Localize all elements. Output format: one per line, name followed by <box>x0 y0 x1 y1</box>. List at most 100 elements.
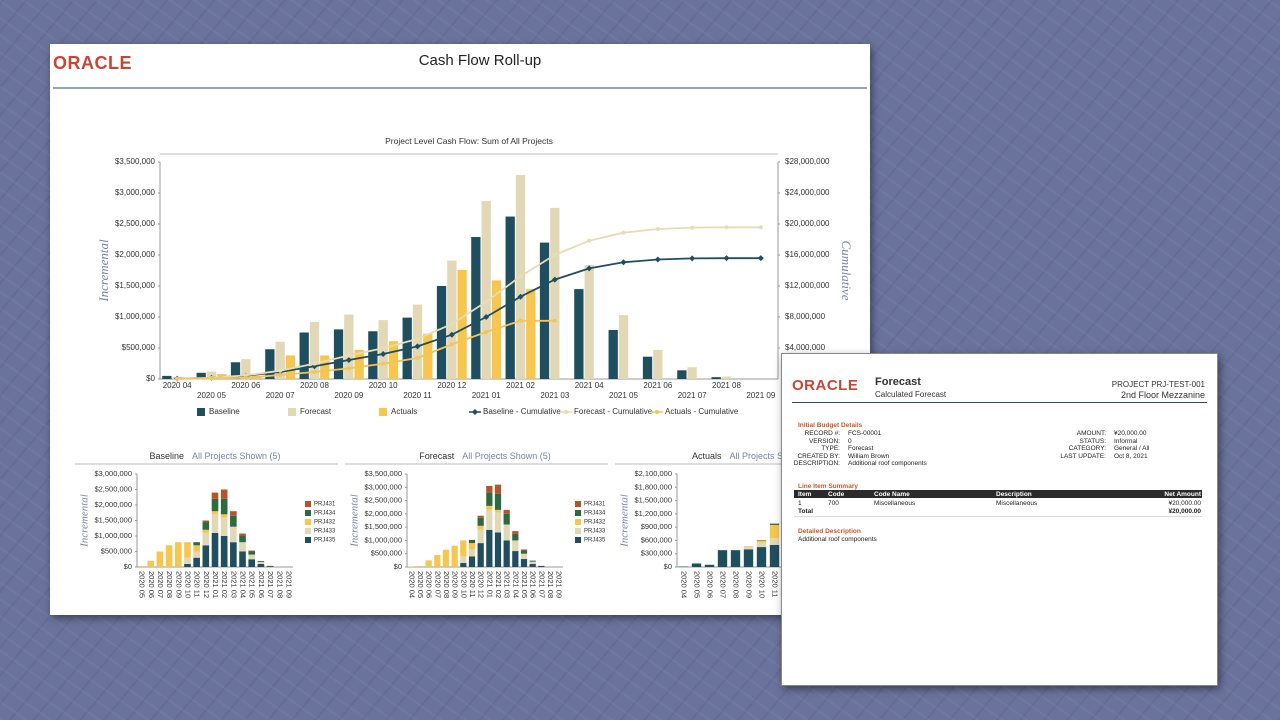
line-marker <box>175 376 180 381</box>
x-tick-label: 2020 05 <box>693 571 702 598</box>
stacked-bar <box>494 509 502 513</box>
bar <box>653 349 663 379</box>
bar <box>412 304 423 379</box>
bar <box>162 375 172 379</box>
forecast-report: ORACLE Forecast Calculated Forecast PROJ… <box>781 353 1218 686</box>
x-tick-label: 2021 09 <box>284 571 293 598</box>
bar <box>505 216 515 379</box>
y-tick-label: $500,000 <box>371 549 402 558</box>
y-tick-label: $2,000,000 <box>115 250 156 259</box>
x-tick-label: 2020 10 <box>758 571 767 598</box>
stacked-bar <box>184 563 191 567</box>
line-marker <box>415 336 420 341</box>
stacked-bar <box>512 531 519 534</box>
x-tick-label: 2021 01 <box>211 571 220 598</box>
field-value: 0 <box>848 437 852 445</box>
stacked-bar <box>730 550 741 567</box>
line-marker <box>551 276 558 283</box>
stacked-bar <box>460 563 467 567</box>
legend-marker <box>564 410 568 414</box>
x-tick-label: 2020 05 <box>138 571 147 598</box>
stacked-bar <box>486 505 493 510</box>
line-marker <box>380 351 387 358</box>
bar <box>320 355 330 379</box>
table-rule <box>794 516 1202 517</box>
stacked-bar <box>239 536 246 543</box>
x-tick-label: 2020 10 <box>369 381 398 390</box>
x-tick-label: 2021 08 <box>546 571 555 598</box>
stacked-bar <box>494 493 502 510</box>
stacked-bar <box>529 563 536 567</box>
x-tick-label: 2020 04 <box>163 381 192 390</box>
line-marker <box>758 225 763 230</box>
legend-label: Baseline <box>209 407 240 416</box>
stacked-bar <box>202 522 210 530</box>
chart-title-text: Actuals <box>692 451 722 461</box>
field-label: AMOUNT: <box>1076 430 1106 437</box>
y-tick-label: $0 <box>146 374 155 383</box>
y2-tick-label: $28,000,000 <box>785 157 830 166</box>
stacked-bar <box>503 524 510 541</box>
line-marker <box>655 227 660 232</box>
line-marker <box>586 265 593 272</box>
bar <box>491 280 502 379</box>
y2-tick-label: $16,000,000 <box>785 250 830 259</box>
y-tick-label: $3,500,000 <box>115 157 156 166</box>
legend-swatch <box>379 408 387 416</box>
bar <box>574 289 584 379</box>
line-marker <box>587 238 592 243</box>
legend-swatch <box>575 537 581 543</box>
section-heading: Detailed Description <box>798 528 861 535</box>
x-tick-label: 2020 09 <box>334 391 363 400</box>
line-marker <box>278 372 283 377</box>
chart-title-text: Forecast <box>419 451 455 461</box>
y-tick-label: $500,000 <box>101 546 132 555</box>
x-tick-label: 2021 07 <box>266 571 275 598</box>
bar <box>721 376 732 379</box>
y-tick-label: $1,200,000 <box>634 509 672 518</box>
stacked-bar <box>211 514 219 533</box>
details: RECORD #: FCS-00001 VERSION: 0 TYPE: Forecast… <box>782 354 1219 484</box>
stacked-bar <box>503 509 510 514</box>
bar <box>608 330 618 379</box>
chart-subtitle: All Projects Shown (5) <box>192 451 281 461</box>
report-subtitle: Calculated Forecast <box>875 390 947 399</box>
stacked-bar <box>193 545 200 552</box>
line-marker <box>414 343 421 350</box>
x-tick-label: 2020 08 <box>732 571 741 598</box>
bar <box>481 201 491 379</box>
x-tick-label: 2021 06 <box>257 571 266 598</box>
stacked-bar <box>202 520 210 523</box>
stacked-bar <box>230 511 237 516</box>
y-tick-label: $0 <box>394 562 402 571</box>
field-label: CATEGORY: <box>1068 445 1106 453</box>
x-tick-label: 2021 03 <box>540 391 569 400</box>
x-tick-label: 2021 07 <box>537 571 546 598</box>
line-marker <box>518 274 523 279</box>
column-header: Item <box>798 491 812 498</box>
stacked-bar <box>257 563 265 567</box>
x-tick-label: 2020 11 <box>771 571 780 598</box>
legend-swatch <box>305 510 311 516</box>
legend-label: PRJ435 <box>314 538 336 544</box>
field-value: Oct 8, 2021 <box>1114 452 1148 460</box>
total-value: ¥20,000.00 <box>1168 508 1201 515</box>
x-tick-label: 2021 04 <box>511 571 520 598</box>
field-label: DESCRIPTION: <box>793 460 840 468</box>
logo: ORACLE <box>53 53 132 73</box>
line-marker <box>484 299 489 304</box>
stacked-bar <box>494 532 502 567</box>
field-label: LAST UPDATE: <box>1060 452 1106 460</box>
x-tick-label: 2020 09 <box>174 571 183 598</box>
section-heading: Line Item Summary <box>798 483 858 490</box>
chart-title-text: Project Level Cash Flow: Sum of All Proj… <box>385 136 553 146</box>
legend-swatch <box>575 501 581 507</box>
stacked-bar <box>248 559 256 567</box>
stacked-bar <box>769 523 780 525</box>
bar <box>285 355 296 379</box>
stacked-bar <box>202 529 210 533</box>
y-axis-label: Incremental <box>349 494 361 548</box>
y2-tick-label: $4,000,000 <box>785 343 826 352</box>
table-cell: Miscellaneous <box>874 500 916 507</box>
